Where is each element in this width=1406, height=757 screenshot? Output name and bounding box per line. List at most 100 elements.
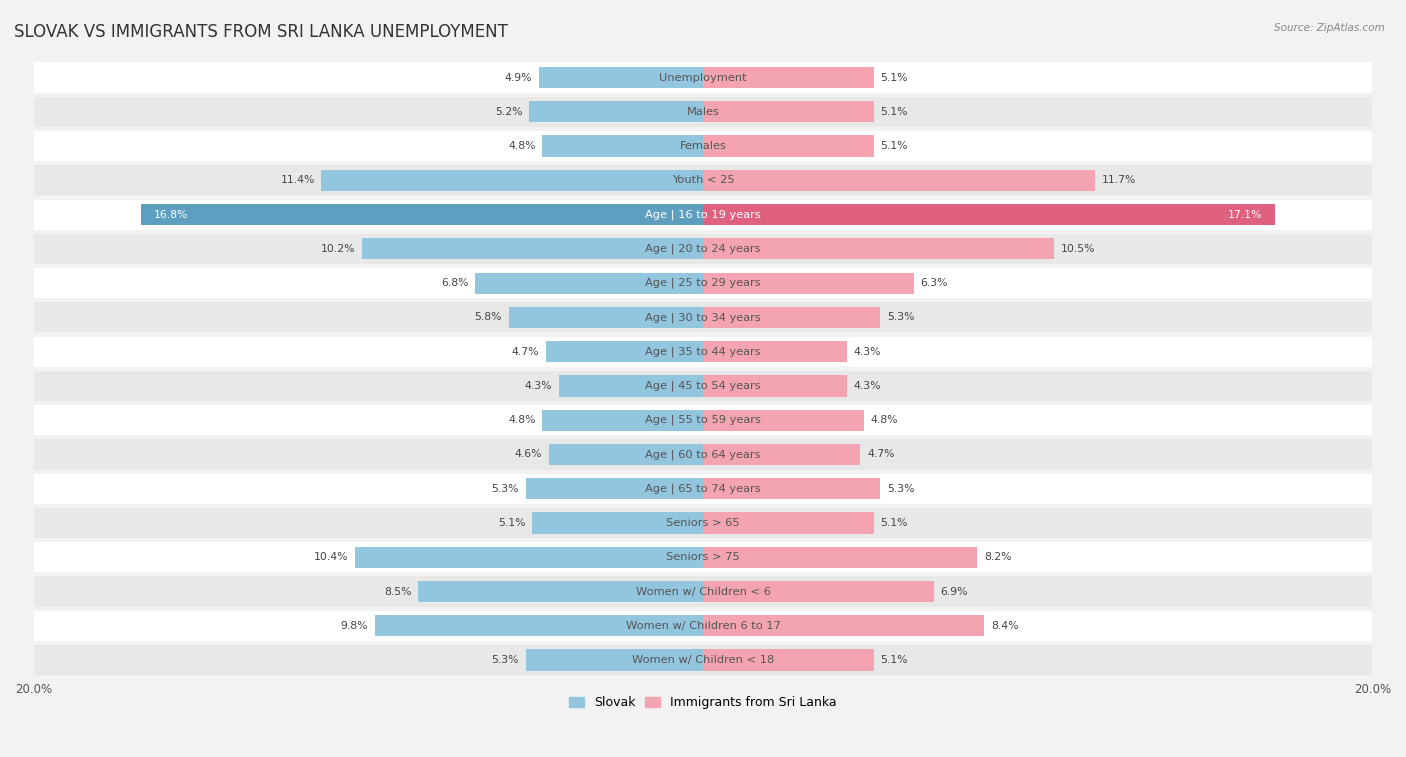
Text: 17.1%: 17.1% (1227, 210, 1263, 220)
Text: Age | 30 to 34 years: Age | 30 to 34 years (645, 312, 761, 322)
Text: 5.1%: 5.1% (880, 73, 908, 83)
Text: Seniors > 75: Seniors > 75 (666, 553, 740, 562)
Text: Age | 25 to 29 years: Age | 25 to 29 years (645, 278, 761, 288)
Bar (703, 136, 873, 157)
Text: Females: Females (679, 141, 727, 151)
Bar (703, 204, 1275, 226)
Text: Males: Males (686, 107, 720, 117)
Text: 5.3%: 5.3% (492, 655, 519, 665)
Text: Seniors > 65: Seniors > 65 (666, 518, 740, 528)
Bar (703, 341, 846, 363)
Text: 10.5%: 10.5% (1062, 244, 1095, 254)
Bar (419, 581, 703, 602)
Bar (538, 67, 703, 88)
Text: Age | 35 to 44 years: Age | 35 to 44 years (645, 347, 761, 357)
Bar (34, 165, 1372, 195)
Bar (34, 131, 1372, 161)
Text: 6.8%: 6.8% (441, 278, 468, 288)
Bar (509, 307, 703, 328)
Bar (526, 650, 703, 671)
Bar (354, 547, 703, 568)
Bar (703, 615, 984, 637)
Text: Source: ZipAtlas.com: Source: ZipAtlas.com (1274, 23, 1385, 33)
Legend: Slovak, Immigrants from Sri Lanka: Slovak, Immigrants from Sri Lanka (564, 691, 842, 714)
Bar (34, 542, 1372, 572)
Bar (34, 302, 1372, 332)
Bar (34, 474, 1372, 504)
Bar (703, 238, 1054, 260)
Bar (34, 508, 1372, 538)
Text: 4.8%: 4.8% (508, 415, 536, 425)
Text: 4.3%: 4.3% (853, 381, 882, 391)
Text: 6.9%: 6.9% (941, 587, 969, 597)
Text: 4.8%: 4.8% (508, 141, 536, 151)
Bar (703, 547, 977, 568)
Bar (34, 371, 1372, 401)
Text: 4.3%: 4.3% (853, 347, 882, 357)
Text: Age | 45 to 54 years: Age | 45 to 54 years (645, 381, 761, 391)
Bar (34, 63, 1372, 92)
Text: 8.5%: 8.5% (384, 587, 412, 597)
Text: 5.1%: 5.1% (880, 141, 908, 151)
Bar (703, 581, 934, 602)
Bar (141, 204, 703, 226)
Bar (703, 478, 880, 500)
Text: 5.1%: 5.1% (880, 655, 908, 665)
Text: 8.2%: 8.2% (984, 553, 1012, 562)
Text: 5.3%: 5.3% (887, 313, 914, 322)
Text: 11.7%: 11.7% (1101, 176, 1136, 185)
Text: Age | 60 to 64 years: Age | 60 to 64 years (645, 449, 761, 459)
Text: Women w/ Children 6 to 17: Women w/ Children 6 to 17 (626, 621, 780, 631)
Text: 4.8%: 4.8% (870, 415, 898, 425)
Bar (34, 611, 1372, 641)
Text: 5.3%: 5.3% (492, 484, 519, 494)
Bar (34, 200, 1372, 229)
Bar (703, 375, 846, 397)
Bar (703, 650, 873, 671)
Bar (543, 410, 703, 431)
Text: 5.1%: 5.1% (498, 518, 526, 528)
Bar (34, 337, 1372, 366)
Text: Age | 20 to 24 years: Age | 20 to 24 years (645, 244, 761, 254)
Bar (34, 576, 1372, 606)
Bar (703, 444, 860, 465)
Text: Women w/ Children < 6: Women w/ Children < 6 (636, 587, 770, 597)
Text: 4.9%: 4.9% (505, 73, 533, 83)
Bar (34, 97, 1372, 127)
Text: 6.3%: 6.3% (921, 278, 948, 288)
Bar (34, 405, 1372, 435)
Text: Unemployment: Unemployment (659, 73, 747, 83)
Text: 11.4%: 11.4% (280, 176, 315, 185)
Bar (560, 375, 703, 397)
Text: 4.7%: 4.7% (868, 450, 894, 459)
Bar (703, 273, 914, 294)
Text: 16.8%: 16.8% (155, 210, 188, 220)
Text: 8.4%: 8.4% (991, 621, 1018, 631)
Bar (526, 478, 703, 500)
Bar (546, 341, 703, 363)
Bar (361, 238, 703, 260)
Bar (703, 170, 1095, 191)
Bar (543, 136, 703, 157)
Bar (548, 444, 703, 465)
Text: 4.3%: 4.3% (524, 381, 553, 391)
Bar (703, 67, 873, 88)
Bar (34, 439, 1372, 469)
Text: 10.4%: 10.4% (314, 553, 349, 562)
Text: SLOVAK VS IMMIGRANTS FROM SRI LANKA UNEMPLOYMENT: SLOVAK VS IMMIGRANTS FROM SRI LANKA UNEM… (14, 23, 508, 41)
Text: Age | 16 to 19 years: Age | 16 to 19 years (645, 210, 761, 220)
Bar (703, 512, 873, 534)
Bar (322, 170, 703, 191)
Text: 10.2%: 10.2% (321, 244, 354, 254)
Text: 4.6%: 4.6% (515, 450, 543, 459)
Text: 5.2%: 5.2% (495, 107, 522, 117)
Text: Age | 65 to 74 years: Age | 65 to 74 years (645, 484, 761, 494)
Text: Youth < 25: Youth < 25 (672, 176, 734, 185)
Text: 5.3%: 5.3% (887, 484, 914, 494)
Bar (34, 268, 1372, 298)
Bar (703, 410, 863, 431)
Text: 4.7%: 4.7% (512, 347, 538, 357)
Bar (533, 512, 703, 534)
Bar (475, 273, 703, 294)
Text: Age | 55 to 59 years: Age | 55 to 59 years (645, 415, 761, 425)
